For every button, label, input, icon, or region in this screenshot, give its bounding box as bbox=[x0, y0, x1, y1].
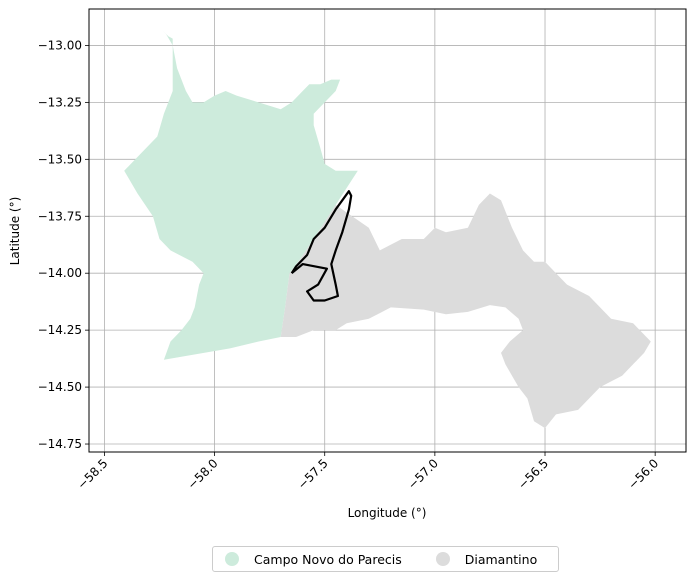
legend-marker-diamantino bbox=[435, 552, 450, 566]
boundary-outline bbox=[290, 190, 353, 302]
y-tick-label: −13.25 bbox=[38, 95, 82, 109]
region-diamantino bbox=[280, 193, 651, 429]
legend-marker-campo-novo bbox=[225, 552, 239, 566]
y-ticks: −13.00 −13.25 −13.50 −13.75 −14.00 −14.25 −14.… bbox=[38, 38, 89, 451]
x-tick-label: −56.0 bbox=[625, 456, 661, 492]
y-tick-label: −14.75 bbox=[38, 437, 82, 451]
legend-label-campo-novo: Campo Novo do Parecis bbox=[254, 551, 402, 567]
x-tick-label: −57.5 bbox=[295, 456, 331, 492]
x-tick-label: −58.5 bbox=[75, 456, 111, 492]
x-tick-label: −58.0 bbox=[185, 456, 221, 492]
y-tick-label: −13.50 bbox=[38, 152, 82, 166]
boundary-line bbox=[290, 190, 353, 302]
y-tick-label: −14.25 bbox=[38, 323, 82, 337]
y-tick-label: −13.00 bbox=[38, 38, 82, 52]
plot-frame bbox=[88, 8, 687, 453]
x-tick-label: −56.5 bbox=[515, 456, 551, 492]
x-tick-label: −57.0 bbox=[405, 456, 441, 492]
legend-item-diamantino: Diamantino bbox=[435, 551, 538, 567]
legend: Campo Novo do Parecis Diamantino bbox=[212, 546, 559, 572]
legend-label-diamantino: Diamantino bbox=[464, 551, 538, 567]
y-tick-label: −14.50 bbox=[38, 380, 82, 394]
region-campo-novo-do-parecis bbox=[124, 29, 358, 360]
regions bbox=[124, 29, 651, 429]
x-ticks: −58.5 −58.0 −57.5 −57.0 −56.5 −56.0 bbox=[75, 452, 661, 492]
legend-item-campo-novo: Campo Novo do Parecis bbox=[225, 552, 402, 567]
y-axis-label: Latitude (°) bbox=[8, 197, 22, 266]
y-tick-label: −14.00 bbox=[38, 266, 82, 280]
x-axis-label: Longitude (°) bbox=[348, 506, 427, 520]
y-tick-label: −13.75 bbox=[38, 209, 82, 223]
